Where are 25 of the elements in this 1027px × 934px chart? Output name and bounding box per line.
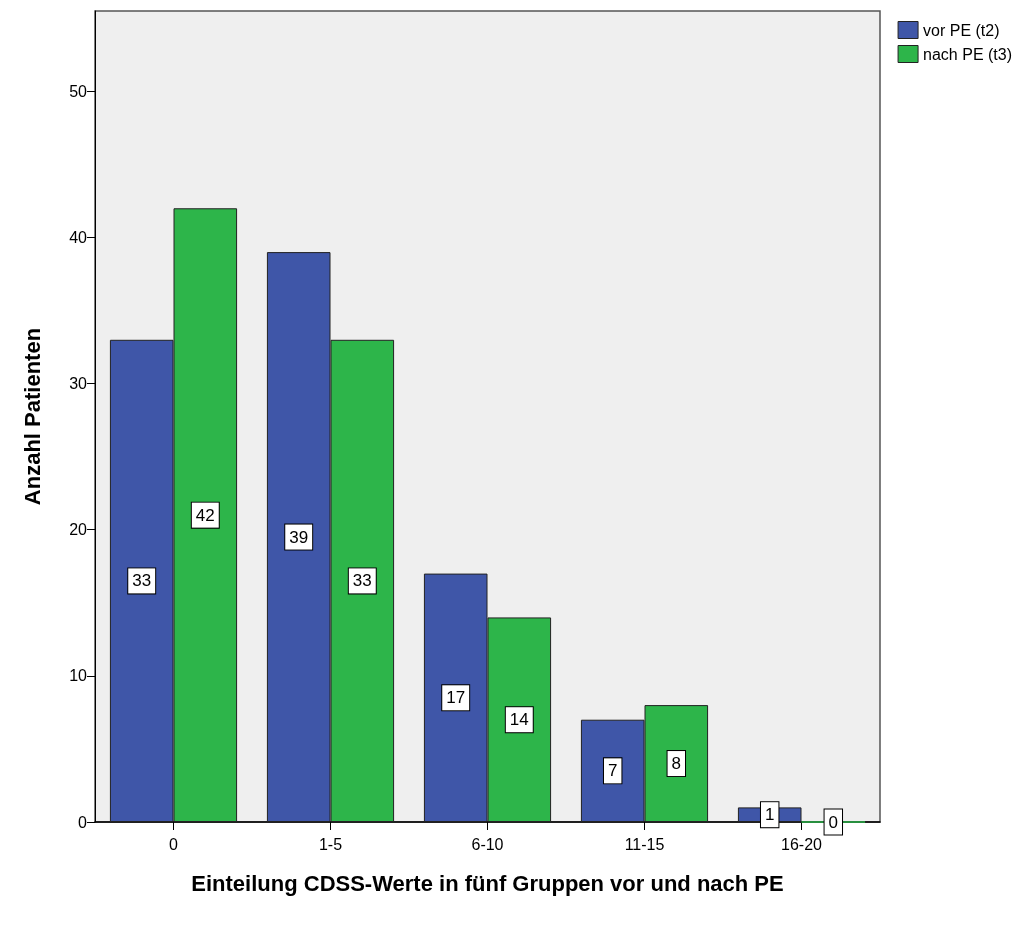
data-label: 42: [195, 505, 215, 525]
y-tick-label: 20: [69, 521, 88, 539]
data-label: 7: [607, 761, 618, 781]
y-tick-label: 50: [69, 82, 88, 100]
y-tick-label: 40: [69, 229, 88, 246]
data-label: 14: [509, 710, 529, 730]
x-tick-label: 6-10: [471, 835, 504, 853]
x-tick-label: 11-15: [624, 835, 665, 853]
data-label: 0: [828, 812, 839, 832]
x-axis-title: Einteilung CDSS-Werte in fünf Gruppen vor und nach PE: [191, 870, 784, 896]
data-label: 8: [671, 754, 682, 774]
data-label: 33: [352, 571, 372, 591]
y-tick-label: 0: [78, 813, 88, 831]
data-label: 33: [132, 571, 152, 591]
x-tick-label: 1-5: [318, 835, 343, 853]
legend-label: nach PE (t3): [923, 45, 1013, 63]
data-label: 17: [446, 688, 466, 708]
data-label: 39: [289, 527, 309, 547]
y-tick-label: 30: [69, 375, 88, 393]
legend-label: vor PE (t2): [923, 21, 1000, 39]
data-label: 1: [764, 805, 775, 825]
x-tick-label: 0: [169, 835, 179, 853]
y-tick-label: 10: [69, 667, 88, 685]
x-tick-label: 16-20: [781, 835, 823, 853]
y-axis-title: Anzahl Patienten: [19, 327, 45, 506]
